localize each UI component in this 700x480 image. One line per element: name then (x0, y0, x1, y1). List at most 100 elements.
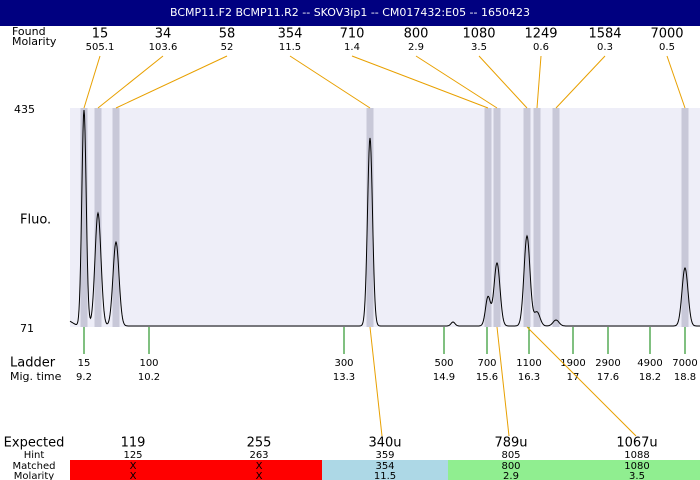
plot-area (70, 108, 700, 327)
peak-band (94, 108, 102, 327)
title-bar (0, 0, 700, 26)
match-cell (574, 460, 700, 480)
cell-molarity: 11.5 (374, 471, 396, 480)
peak-band (112, 108, 120, 327)
match-connector (496, 326, 510, 437)
row-label: Matched (12, 461, 55, 472)
cell-expected: 119 (121, 436, 146, 451)
ladder-size: 700 (477, 358, 496, 369)
found-molarity: 3.5 (471, 42, 487, 53)
found-size: 7000 (650, 27, 683, 42)
ladder-size: 2900 (595, 358, 620, 369)
found-size: 58 (219, 27, 236, 42)
found-molarity-label: Molarity (12, 35, 57, 48)
axis-label: Fluo. (20, 213, 51, 228)
peak-band (80, 108, 88, 327)
cell-hint: 359 (375, 450, 394, 461)
ladder-size: 500 (434, 358, 453, 369)
match-cell (448, 460, 574, 480)
axis-min: 71 (20, 322, 34, 335)
ladder-size: 15 (78, 358, 91, 369)
ladder-time: 13.3 (333, 372, 355, 383)
peak-connector (351, 55, 489, 109)
found-size: 1249 (524, 27, 557, 42)
peak-band (484, 108, 492, 327)
cell-molarity: X (130, 471, 137, 480)
found-molarity: 1.4 (344, 42, 360, 53)
cell-molarity: X (256, 471, 263, 480)
found-molarity: 2.9 (408, 42, 424, 53)
ladder-size: 7000 (672, 358, 697, 369)
cell-hint: 805 (501, 450, 520, 461)
cell-expected: 789u (494, 436, 527, 451)
found-size: 710 (340, 27, 365, 42)
found-molarity: 0.6 (533, 42, 549, 53)
axis-max: 435 (14, 103, 35, 116)
cell-matched: X (256, 461, 263, 472)
peak-connector (478, 55, 528, 109)
cell-matched: 1080 (624, 461, 649, 472)
found-molarity: 0.3 (597, 42, 613, 53)
cell-expected: 255 (247, 436, 272, 451)
cell-hint: 1088 (624, 450, 649, 461)
found-molarity: 0.5 (659, 42, 675, 53)
found-size: 15 (92, 27, 109, 42)
ladder-size: 100 (139, 358, 158, 369)
found-molarity: 52 (221, 42, 234, 53)
ladder-size: 4900 (637, 358, 662, 369)
peak-connector (536, 55, 542, 109)
peak-connector (83, 55, 101, 109)
found-size: 354 (278, 27, 303, 42)
row-label: Hint (24, 450, 45, 461)
peak-connector (115, 55, 228, 109)
peak-connector (666, 55, 686, 109)
mig-time-label: Mig. time (10, 370, 62, 383)
peak-connector (415, 55, 498, 109)
cell-molarity: 2.9 (503, 471, 519, 480)
found-size: 800 (404, 27, 429, 42)
cell-matched: 354 (375, 461, 394, 472)
row-label: Expected (4, 436, 65, 451)
ladder-time: 16.3 (518, 372, 540, 383)
found-size: 34 (155, 27, 172, 42)
ladder-time: 17 (567, 372, 580, 383)
found-molarity: 505.1 (86, 42, 115, 53)
title: BCMP11.F2 BCMP11.R2 -- SKOV3ip1 -- CM017… (170, 6, 530, 19)
peak-band (366, 108, 374, 327)
ladder-time: 14.9 (433, 372, 455, 383)
peak-connector (555, 55, 606, 109)
ladder-time: 17.6 (597, 372, 619, 383)
ladder-time: 18.2 (639, 372, 661, 383)
ladder-time: 10.2 (138, 372, 160, 383)
ladder-label: Ladder (10, 356, 56, 371)
match-cell (196, 460, 322, 480)
ladder-time: 15.6 (476, 372, 498, 383)
ladder-size: 1100 (516, 358, 541, 369)
match-connector (526, 326, 637, 437)
cell-molarity: 3.5 (629, 471, 645, 480)
peak-connector (97, 55, 164, 109)
cell-hint: 263 (249, 450, 268, 461)
found-size: 1080 (462, 27, 495, 42)
peak-connector (289, 55, 371, 109)
ladder-size: 1900 (560, 358, 585, 369)
peak-band (493, 108, 501, 327)
ladder-time: 9.2 (76, 372, 92, 383)
ladder-size: 300 (334, 358, 353, 369)
cell-matched: 800 (501, 461, 520, 472)
cell-expected: 340u (368, 436, 401, 451)
found-molarity: 103.6 (149, 42, 178, 53)
match-cell (322, 460, 448, 480)
peak-band (681, 108, 689, 327)
peak-band (552, 108, 560, 327)
match-cell (70, 460, 196, 480)
cell-hint: 125 (123, 450, 142, 461)
cell-matched: X (130, 461, 137, 472)
found-label: Found (12, 25, 46, 38)
found-molarity: 11.5 (279, 42, 301, 53)
peak-band (523, 108, 531, 327)
cell-expected: 1067u (616, 436, 657, 451)
ladder-time: 18.8 (674, 372, 696, 383)
row-label: Molarity (14, 471, 54, 480)
